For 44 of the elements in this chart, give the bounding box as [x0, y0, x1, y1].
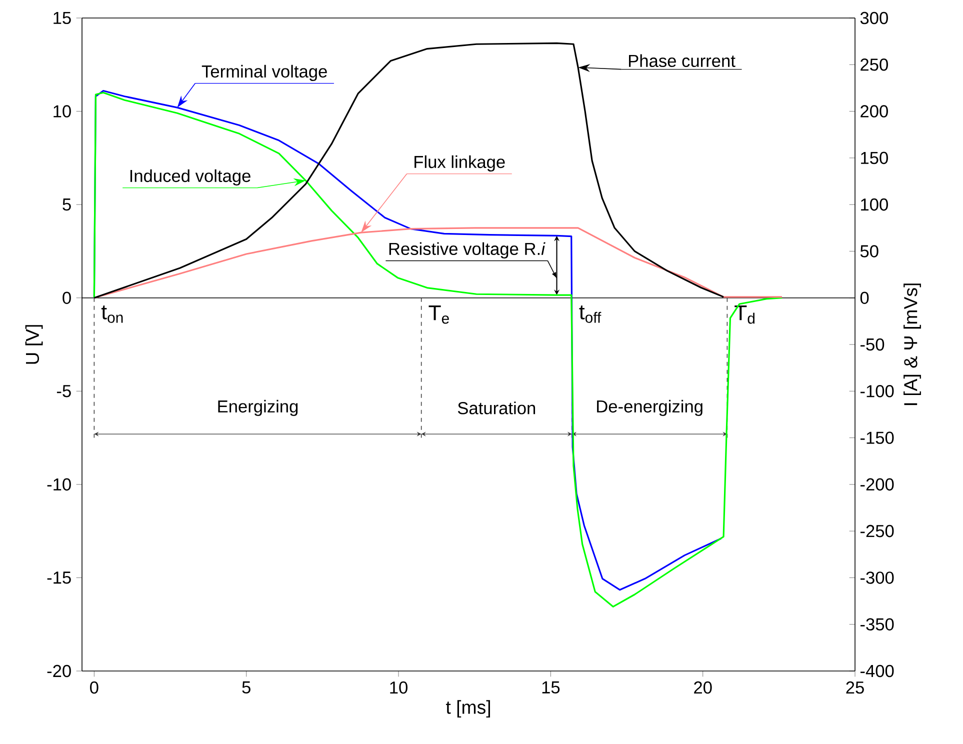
ref-line-label: T$_{d}$	[734, 305, 754, 324]
y2-axis-title: I [A] & Ψ [mVs]	[904, 284, 921, 406]
y2-tick-label: 100	[861, 198, 888, 211]
x-tick-label: 0	[90, 681, 98, 694]
annotation: Resistive voltage R.i	[389, 242, 546, 258]
ref-line-label: t$_{on}$	[101, 305, 123, 323]
y2-tick-label: -300	[860, 572, 894, 584]
x-tick-label: 5	[242, 681, 250, 694]
y-tick-label: 0	[62, 292, 71, 304]
x-tick-label: 25	[846, 681, 864, 694]
ref-line-label: T$_{e}$	[428, 305, 449, 324]
ref-line-label: t$_{off}$	[579, 305, 602, 323]
x-tick-label: 10	[390, 681, 408, 694]
y2-tick-label: -350	[860, 618, 894, 630]
y-axis-title: U [V]	[25, 325, 43, 364]
y2-tick-label: 250	[860, 58, 888, 71]
y-tick-label: 15	[54, 12, 71, 24]
y2-tick-label: -50	[860, 338, 884, 351]
y-tick-label: 10	[54, 105, 71, 118]
y2-tick-label: 50	[860, 245, 878, 258]
y-tick-label: -10	[47, 478, 71, 491]
annotation: Energizing	[218, 400, 298, 416]
x-axis-title: t [ms]	[446, 700, 490, 718]
y2-tick-label: 0	[860, 292, 869, 304]
y2-tick-label: -250	[860, 524, 894, 538]
series-label: Terminal voltage	[202, 64, 327, 82]
x-tick-label: 20	[694, 681, 712, 694]
y-tick-label: -20	[47, 664, 71, 678]
legend-label: Phase current	[629, 54, 736, 68]
y2-tick-label: -200	[860, 478, 894, 491]
x-tick-label: 15	[542, 681, 560, 694]
y2-tick-label: 150	[861, 152, 888, 164]
annotation: Saturation	[458, 402, 536, 414]
y-tick-label: -5	[56, 385, 71, 398]
y-tick-label: 5	[62, 198, 71, 211]
series-label: Induced voltage	[130, 169, 250, 186]
y2-tick-label: -100	[860, 385, 894, 398]
y2-tick-label: -400	[860, 664, 894, 678]
y-tick-label: -15	[47, 572, 71, 584]
annotation: De-energizing	[597, 400, 702, 416]
y2-tick-label: 200	[860, 105, 888, 118]
y2-tick-label: -150	[860, 432, 894, 444]
y2-tick-label: 300	[860, 12, 888, 24]
text: Flux linkage	[414, 155, 505, 172]
